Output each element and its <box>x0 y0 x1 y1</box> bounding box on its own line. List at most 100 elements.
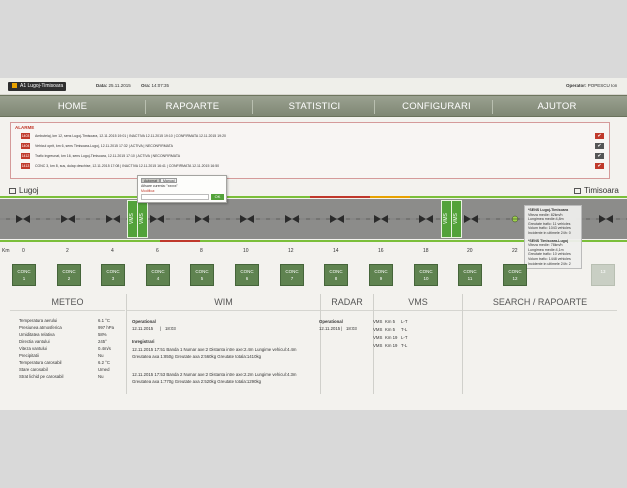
alarm-text: Trafic ingreunat, km 16, sens Lugoj-Timi… <box>35 154 181 158</box>
meteo-key: Directia vantului <box>19 339 50 344</box>
tab-automat[interactable]: Automat <box>141 178 161 183</box>
meteo-title: METEO <box>10 294 125 311</box>
wim-record: 12.11.2015 17:51 Banda 1 Numar axe:2 Dis… <box>132 347 297 352</box>
panel-divider <box>320 294 321 394</box>
app-window: A1 Lugoj-Timisoara Data: 25.11.2015 Ora:… <box>0 78 627 410</box>
wim-op-time: 18:03 <box>165 326 176 331</box>
vms-row-km: Km 19 <box>385 343 398 348</box>
km-tick: 8 <box>200 248 203 254</box>
meteo-value: Nu <box>98 374 104 379</box>
popup-modify-label: Modifica: <box>141 189 156 193</box>
vms-row-dir: T-L <box>401 343 408 348</box>
operator-info: Operator: POPESCU Ion <box>566 83 617 88</box>
traffic-status-segment <box>0 196 210 198</box>
km-tick: 0 <box>22 248 25 254</box>
conc-box-3[interactable]: CONC 3 <box>101 264 125 286</box>
traffic-status-segment <box>200 240 627 242</box>
vms-gantry-km5-b[interactable]: VMS <box>137 200 148 238</box>
meteo-key: Presiunea atmosferica <box>19 325 62 330</box>
km-tick: 12 <box>288 248 294 254</box>
traffic-status-segment <box>0 240 160 242</box>
alarm-code: 1403 <box>21 133 30 139</box>
check-icon[interactable]: ✔ <box>595 163 604 169</box>
separator: | <box>341 326 343 331</box>
alarm-code: 1412 <box>21 153 30 159</box>
nav-configurari[interactable]: CONFIGURARI <box>402 101 471 112</box>
meteo-key: Precipitatii <box>19 353 39 358</box>
nav-statistici[interactable]: STATISTICI <box>288 101 341 112</box>
bottom-panels: METEO Temperatura aerului 6.1 °C Presiune… <box>10 294 617 408</box>
main-nav: HOME RAPOARTE STATISTICI CONFIGURARI AJU… <box>0 95 627 117</box>
km-tick: 4 <box>111 248 114 254</box>
wim-op-date: 12.11.2015 <box>132 326 154 331</box>
meteo-value: 997 hPa <box>98 325 115 330</box>
operator-label: Operator: <box>566 83 587 88</box>
wim-registered-title: Inregistrari <box>132 339 155 344</box>
panel-divider <box>373 294 374 394</box>
conc-box-10[interactable]: CONC 10 <box>414 264 438 286</box>
km-tick: 10 <box>243 248 249 254</box>
tooltip-line: Greutate trafic: 10 vehicles <box>528 252 571 257</box>
meteo-key: Stare carosabil <box>19 367 48 372</box>
nav-ajutor[interactable]: AJUTOR <box>537 101 577 112</box>
search-title[interactable]: SEARCH / RAPOARTE <box>463 294 617 311</box>
radar-operational: Operational <box>319 319 343 324</box>
meteo-value: 0.4m/s <box>98 346 111 351</box>
meteo-key: Temperatura aerului <box>19 318 58 323</box>
alarm-row[interactable]: 1412 Trafic ingreunat, km 16, sens Lugoj… <box>21 153 606 160</box>
conc-box-9[interactable]: CONC 9 <box>369 264 393 286</box>
date-value: 25.11.2015 <box>108 83 131 88</box>
popup-modify-input[interactable] <box>141 194 209 200</box>
conc-box-5[interactable]: CONC 5 <box>190 264 214 286</box>
vms-popup: Automat Manual Afisare curenta: "xxxxx" … <box>137 175 227 203</box>
road-map <box>0 196 627 242</box>
map-icon <box>9 187 16 194</box>
time-info: Ora: 14:07:35 <box>141 83 169 88</box>
conc-box-8[interactable]: CONC 8 <box>324 264 348 286</box>
ok-button[interactable]: OK <box>211 194 224 200</box>
conc-box-13[interactable]: 13 <box>591 264 615 286</box>
vms-gantry-km19-b[interactable]: VMS <box>451 200 462 238</box>
meteo-key: Viteza vantului <box>19 346 47 351</box>
km-tick: 20 <box>467 248 473 254</box>
km-tick: 2 <box>66 248 69 254</box>
conc-box-6[interactable]: CONC 6 <box>235 264 259 286</box>
check-icon[interactable]: ✔ <box>595 153 604 159</box>
traffic-status-segment <box>310 196 370 198</box>
conc-box-7[interactable]: CONC 7 <box>280 264 304 286</box>
nav-divider <box>492 100 493 114</box>
nav-home[interactable]: HOME <box>57 101 88 112</box>
radar-op-date: 12.11.2015 <box>319 326 341 331</box>
vms-row-name[interactable]: VMS <box>373 335 383 340</box>
vms-row-name[interactable]: VMS <box>373 327 383 332</box>
conc-box-12[interactable]: CONC 12 <box>503 264 527 286</box>
alarm-row[interactable]: 1404 Vehicul oprit, km 6, sens Timisoara… <box>21 143 606 150</box>
vms-row-name[interactable]: VMS <box>373 343 383 348</box>
popup-current-display: Afisare curenta: "xxxxx" <box>141 184 178 188</box>
tooltip-line: Lungimea medie:4,1m <box>528 247 564 252</box>
radar-op-time: 18:03 <box>346 326 357 331</box>
vms-row-name[interactable]: VMS <box>373 319 383 324</box>
left-city: Lugoj <box>9 186 39 195</box>
alarm-row[interactable]: 1413 CONC 3, km 8, sus, dulap deschise, … <box>21 163 606 170</box>
check-icon[interactable]: ✔ <box>595 133 604 139</box>
conc-box-2[interactable]: CONC 2 <box>57 264 81 286</box>
km-tick: 22 <box>512 248 518 254</box>
route-badge[interactable]: A1 Lugoj-Timisoara <box>8 82 66 91</box>
right-city: Timisoara <box>574 186 619 195</box>
km-tick: 18 <box>423 248 429 254</box>
check-icon[interactable]: ✔ <box>595 143 604 149</box>
alarm-row[interactable]: 1403 Ambuteiaj, km 12, sens Lugoj-Timiso… <box>21 133 606 140</box>
vms-title: VMS <box>374 294 462 311</box>
tooltip-line: Volum trafic: 1448 vehicles <box>528 256 571 261</box>
alarm-code: 1413 <box>21 163 30 169</box>
conc-box-1[interactable]: CONC 1 <box>12 264 36 286</box>
tab-manual[interactable]: Manual <box>160 178 178 183</box>
wim-record: 12.11.2015 17:53 Banda 2 Numar axe:2 Dis… <box>132 372 297 377</box>
tooltip-line: Viteza medie: 82km/h <box>528 212 563 217</box>
conc-box-4[interactable]: CONC 4 <box>146 264 170 286</box>
tooltip-line: Incidente in ultimele 24h: 2 <box>528 261 571 266</box>
nav-rapoarte[interactable]: RAPOARTE <box>165 101 220 112</box>
conc-box-11[interactable]: CONC 11 <box>458 264 482 286</box>
outer-background-bottom <box>0 410 627 488</box>
